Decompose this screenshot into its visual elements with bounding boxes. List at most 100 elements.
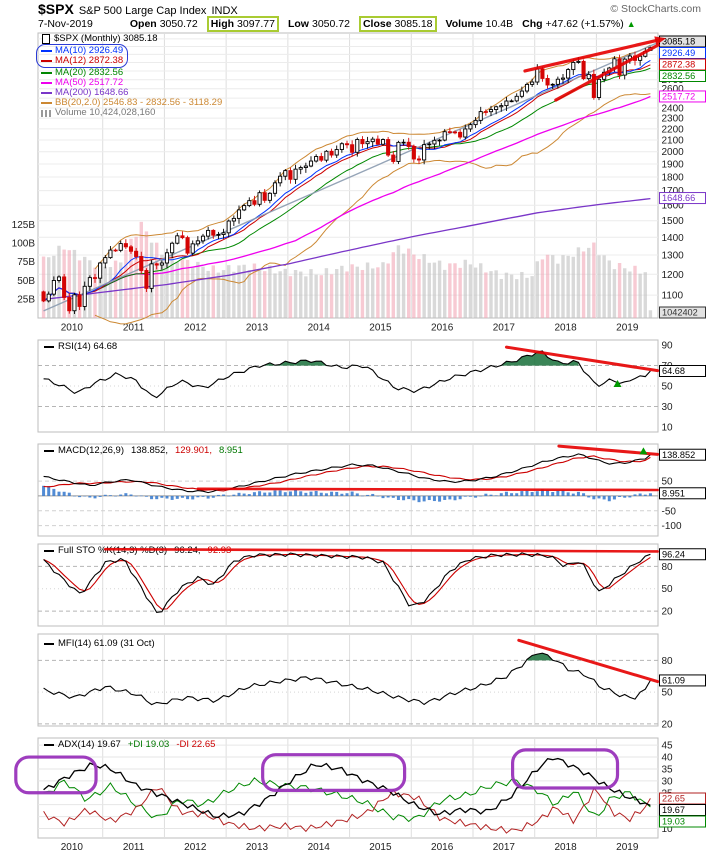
macd-label: MACD(12,26,9) bbox=[58, 445, 124, 456]
adx-pdi-value: +DI 19.03 bbox=[127, 739, 170, 750]
legend-ma12: MA(12) 2872.38 bbox=[55, 55, 124, 66]
quote-date: 7-Nov-2019 bbox=[38, 18, 93, 30]
legend-ma50-row: MA(50) 2517.72 bbox=[41, 78, 222, 88]
svg-text:2016: 2016 bbox=[431, 323, 454, 334]
svg-text:2517.72: 2517.72 bbox=[662, 92, 695, 102]
macd-signal-value: 129.901, bbox=[174, 445, 212, 456]
svg-text:2019: 2019 bbox=[616, 842, 639, 853]
sto-label: Full STO %K(14,3) %D(3) bbox=[58, 545, 168, 556]
mfi-legend-text: MFI(14) 61.09 (31 Oct) bbox=[58, 638, 155, 649]
svg-text:20: 20 bbox=[662, 607, 674, 618]
svg-text:1200: 1200 bbox=[662, 270, 685, 281]
svg-text:100B: 100B bbox=[12, 239, 36, 250]
symbol-exchange: INDX bbox=[211, 5, 238, 17]
svg-text:2011: 2011 bbox=[123, 842, 145, 853]
svg-text:75B: 75B bbox=[17, 257, 35, 268]
adx-label: ADX(14) 19.67 bbox=[58, 739, 121, 750]
copyright: © StockCharts.com bbox=[610, 3, 701, 15]
symbol: $SPX bbox=[38, 1, 74, 17]
sto-k-value: 96.24, bbox=[174, 545, 201, 556]
svg-text:2832.56: 2832.56 bbox=[662, 71, 695, 81]
macd-hist-value: 8.951 bbox=[218, 445, 243, 456]
blue-annotation-oval: MA(10) 2926.49 MA(12) 2872.38 bbox=[36, 44, 129, 68]
mfi-legend: MFI(14) 61.09 (31 Oct) bbox=[44, 639, 155, 649]
svg-text:3085.18: 3085.18 bbox=[662, 37, 695, 47]
macd-value: 138.852, bbox=[131, 445, 168, 456]
svg-text:8.951: 8.951 bbox=[662, 488, 685, 498]
svg-text:64.68: 64.68 bbox=[662, 366, 685, 376]
legend-ma200-row: MA(200) 1648.66 bbox=[41, 88, 222, 98]
svg-text:50: 50 bbox=[662, 477, 674, 488]
legend-bb: BB(20,2.0) 2546.83 - 2832.56 - 3118.29 bbox=[55, 97, 223, 108]
line-icon bbox=[44, 643, 54, 645]
svg-text:2018: 2018 bbox=[554, 842, 577, 853]
svg-text:1300: 1300 bbox=[662, 251, 685, 262]
ma12-swatch bbox=[41, 60, 52, 62]
high-highlight-box: High 3097.77 bbox=[206, 16, 279, 32]
svg-text:1800: 1800 bbox=[662, 172, 685, 183]
svg-text:2300: 2300 bbox=[662, 114, 685, 125]
svg-text:2015: 2015 bbox=[369, 842, 392, 853]
ma200-swatch bbox=[41, 92, 52, 94]
svg-text:2013: 2013 bbox=[246, 842, 269, 853]
svg-text:2017: 2017 bbox=[493, 842, 516, 853]
adx-panel bbox=[37, 737, 659, 839]
adx-legend: ADX(14) 19.67 +DI 19.03 -DI 22.65 bbox=[44, 740, 215, 750]
ma10-swatch bbox=[41, 50, 52, 52]
svg-text:22.65: 22.65 bbox=[662, 794, 685, 804]
volume-icon bbox=[41, 109, 51, 117]
legend-ma12-row: MA(12) 2872.38 bbox=[41, 56, 123, 66]
svg-text:2926.49: 2926.49 bbox=[662, 48, 695, 58]
legend-ma10-row: MA(10) 2926.49 bbox=[41, 46, 123, 56]
rsi-legend-text: RSI(14) 64.68 bbox=[58, 341, 118, 352]
svg-text:2400: 2400 bbox=[662, 103, 685, 114]
svg-text:80: 80 bbox=[662, 656, 674, 667]
svg-text:138.852: 138.852 bbox=[662, 450, 695, 460]
legend-bb-row: BB(20,2.0) 2546.83 - 2832.56 - 3118.29 bbox=[41, 98, 222, 108]
svg-text:10: 10 bbox=[662, 824, 674, 835]
svg-text:50: 50 bbox=[662, 382, 674, 393]
price-legend: $SPX (Monthly) 3085.18 MA(10) 2926.49 MA… bbox=[36, 34, 222, 118]
quote-low: Low 3050.72 bbox=[287, 18, 350, 30]
svg-text:2200: 2200 bbox=[662, 124, 685, 135]
header: $SPX S&P 500 Large Cap Index INDX © StockC… bbox=[38, 1, 701, 17]
svg-text:1500: 1500 bbox=[662, 216, 685, 227]
svg-text:2016: 2016 bbox=[431, 842, 454, 853]
sto-d-value: 92.93 bbox=[207, 545, 232, 556]
svg-text:50: 50 bbox=[662, 584, 674, 595]
svg-text:2014: 2014 bbox=[308, 323, 331, 334]
legend-ma10: MA(10) 2926.49 bbox=[55, 45, 124, 56]
svg-text:61.09: 61.09 bbox=[662, 676, 685, 686]
svg-text:50: 50 bbox=[662, 688, 674, 699]
svg-text:125B: 125B bbox=[12, 220, 36, 231]
svg-text:30: 30 bbox=[662, 402, 674, 413]
svg-text:35: 35 bbox=[662, 764, 674, 775]
line-icon bbox=[44, 450, 54, 452]
svg-text:1900: 1900 bbox=[662, 159, 685, 170]
svg-text:96.24: 96.24 bbox=[662, 549, 685, 559]
legend-volume: Volume 10,424,028,160 bbox=[55, 107, 156, 118]
svg-text:2100: 2100 bbox=[662, 135, 685, 146]
macd-legend: MACD(12,26,9) 138.852, 129.901, 8.951 bbox=[44, 446, 243, 456]
legend-ma20: MA(20) 2832.56 bbox=[55, 67, 124, 78]
up-arrow-icon: ▲ bbox=[626, 19, 636, 29]
svg-text:2014: 2014 bbox=[308, 842, 331, 853]
svg-text:90: 90 bbox=[662, 341, 674, 352]
svg-text:50B: 50B bbox=[17, 276, 35, 287]
symbol-name: S&P 500 Large Cap Index bbox=[78, 5, 207, 17]
svg-text:2013: 2013 bbox=[246, 323, 269, 334]
svg-text:20: 20 bbox=[662, 719, 674, 730]
quote-open: Open 3050.72 bbox=[129, 18, 198, 30]
svg-text:19.67: 19.67 bbox=[662, 805, 685, 815]
svg-text:45: 45 bbox=[662, 741, 674, 752]
candlestick-icon bbox=[42, 34, 50, 44]
svg-text:30: 30 bbox=[662, 776, 674, 787]
svg-text:-50: -50 bbox=[662, 506, 677, 517]
legend-volume-row: Volume 10,424,028,160 bbox=[41, 108, 222, 118]
line-icon bbox=[44, 550, 54, 552]
rsi-legend: RSI(14) 64.68 bbox=[44, 342, 117, 352]
close-highlight-box: Close 3085.18 bbox=[358, 16, 437, 32]
svg-text:2000: 2000 bbox=[662, 147, 685, 158]
svg-text:2872.38: 2872.38 bbox=[662, 60, 695, 70]
svg-text:1600: 1600 bbox=[662, 201, 685, 212]
